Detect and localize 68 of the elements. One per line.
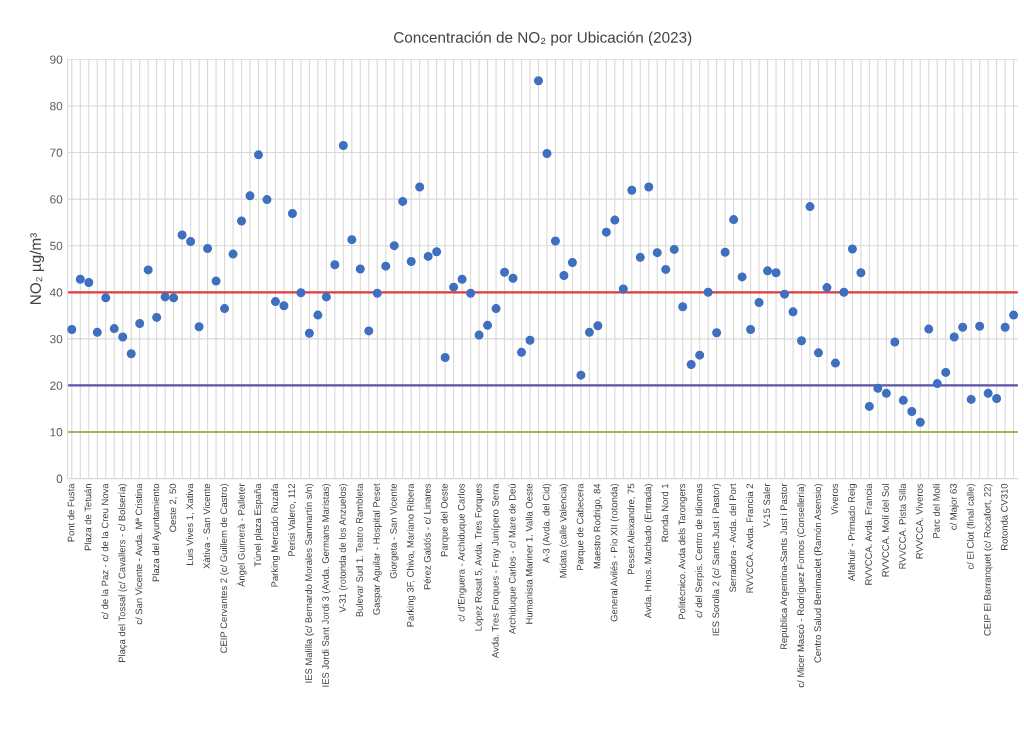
chart-title: Concentración de NO₂ por Ubicación (2023) [394,31,692,46]
x-tick-label: Archiduque Carlos - c/ Mare de Deú [508,484,518,635]
x-tick-label: Perisi Valero, 112 [288,483,297,556]
x-tick-label: Plaza de Tetuán [84,484,92,551]
y-tick-label: 90 [50,55,63,64]
x-tick-label: c/ El Clot (final calle) [966,484,976,570]
x-tick-label: RVVCCA. Avda. Francia 2 [746,483,754,593]
x-tick-label: c/ Major 63 [949,483,959,530]
x-tick-label: Luis Vives 1, Xativa [186,483,195,565]
x-tick-label: RVVCCA. Pista Silla [898,483,906,569]
x-tick-label: c/ San Vicente - Avda. Mª Cristina [135,483,143,625]
y-tick-label: 50 [50,241,63,251]
y-tick-label: 60 [50,195,63,204]
x-tick-label: Avda. Tres Forques - Fray Junípero Serra [491,483,501,659]
x-tick-label: RVVCCA. Viveros [915,483,923,559]
x-tick-label: Pont de Fusta [67,483,75,542]
x-tick-label: Parque de Cabecera [576,483,586,570]
x-tick-label: Oeste 2, 50 [169,483,178,532]
x-tick-label: Gaspar Aguilar - Hospital Peset [372,483,382,615]
x-tick-label: Parc del Molí [932,483,940,538]
x-tick-label: IES Malilla (c/ Bernardo Morales Sanmartín s/n) [304,484,314,683]
x-tick-label: Pesset Aleixandre, 75 [627,483,636,575]
x-tick-label: López Rosat 5, Avda. Tres Forques [474,483,484,631]
x-tick-label: CEIP Cervantes 2 (c/ Guillem de Castro) [220,484,229,653]
y-axis-title: NO₂ µg/m³ [29,233,45,304]
x-tick-label: A-3 (Avda. del Cid) [542,484,552,564]
x-tick-label: General Avilés - Pío XII (rotonda) [610,484,620,622]
x-tick-label: Plaça del Tossal (c/ Cavallers - c/ Bolsería) [118,484,128,662]
y-tick-label: 30 [50,334,63,344]
x-tick-label: Àngel Guimerà - Palleter [236,483,247,587]
x-tick-label: V-31 (rotonda de los Anzuelos) [338,484,348,613]
x-tick-label: Midata (calle Valencia) [559,484,569,578]
x-tick-label: RVVCCA. Molí del Sol [881,484,889,577]
x-tick-label: Pérez Galdós - c/ Linares [423,483,431,590]
x-tick-label: Parque del Oeste [440,483,450,557]
x-tick-label: c/ de la Paz - c/ de la Creu Nova [101,483,109,619]
x-tick-label: Humanista Mariner 1. Valla Oeste [525,483,533,624]
y-tick-label: 0 [56,474,63,483]
x-tick-label: Serradora - Avda. del Port [729,483,737,593]
y-tick-label: 20 [50,381,63,390]
x-tick-label: Ronda Nord 1 [661,483,669,542]
x-tick-label: RVVCCA. Avda. Francia [864,483,872,585]
x-tick-label: IES Sorolla 2 (c/ Sants Just i Pastor) [712,484,722,636]
y-tick-label: 70 [50,148,63,157]
x-tick-label: Avda. Hnos. Machado (Entrada) [644,484,654,619]
y-tick-label: 80 [50,101,63,111]
x-tick-label: CEIP El Barranquet (c/ Rocafort, 22) [983,484,993,636]
x-tick-label: Plaza del Ayuntamiento [152,483,162,582]
x-tick-label: IES Jordi Sant Jordi 3 (Avda. Germans Maristas) [321,484,331,687]
x-tick-label: Xàtiva - San Vicente [203,483,211,569]
x-tick-label: Bulevar Sud 1. Teatro Rambleta [355,483,363,617]
x-tick-label: Túnel plaza España [254,483,263,567]
y-tick-label: 40 [49,288,63,297]
x-tick-label: República Argentina-Sants Just i Pastor [780,483,789,650]
x-tick-label: Giorgeta - San Vicente [389,483,399,579]
x-tick-label: c/ del Serpis. Centro de Idiomas [695,483,705,618]
x-tick-label: V-15 Saler [763,483,771,528]
x-tick-label: Parking Mercado Ruzafa [271,483,280,587]
x-tick-label: Alfahuir - Primado Reig [848,484,857,582]
x-tick-label: Centro Salud Benimaclet (Ramón Asensio) [814,484,823,663]
x-tick-label: c/ d'Enguera - Archiduque Carlos [457,483,467,622]
y-tick-label: 10 [50,428,63,437]
x-tick-label: Parking 3F, Chiva, Mariano Ribera [406,483,416,627]
x-tick-label: c/ Micer Mascó - Rodríguez Fornos (Consellería) [797,484,806,688]
x-tick-label: Viveros [831,483,838,515]
x-tick-label: Rotonda CV310 [1000,483,1008,550]
x-tick-label: Politécnico. Avda dels Tarongers [678,483,688,619]
x-tick-label: Maestro Rodrigo, 84 [593,483,603,569]
